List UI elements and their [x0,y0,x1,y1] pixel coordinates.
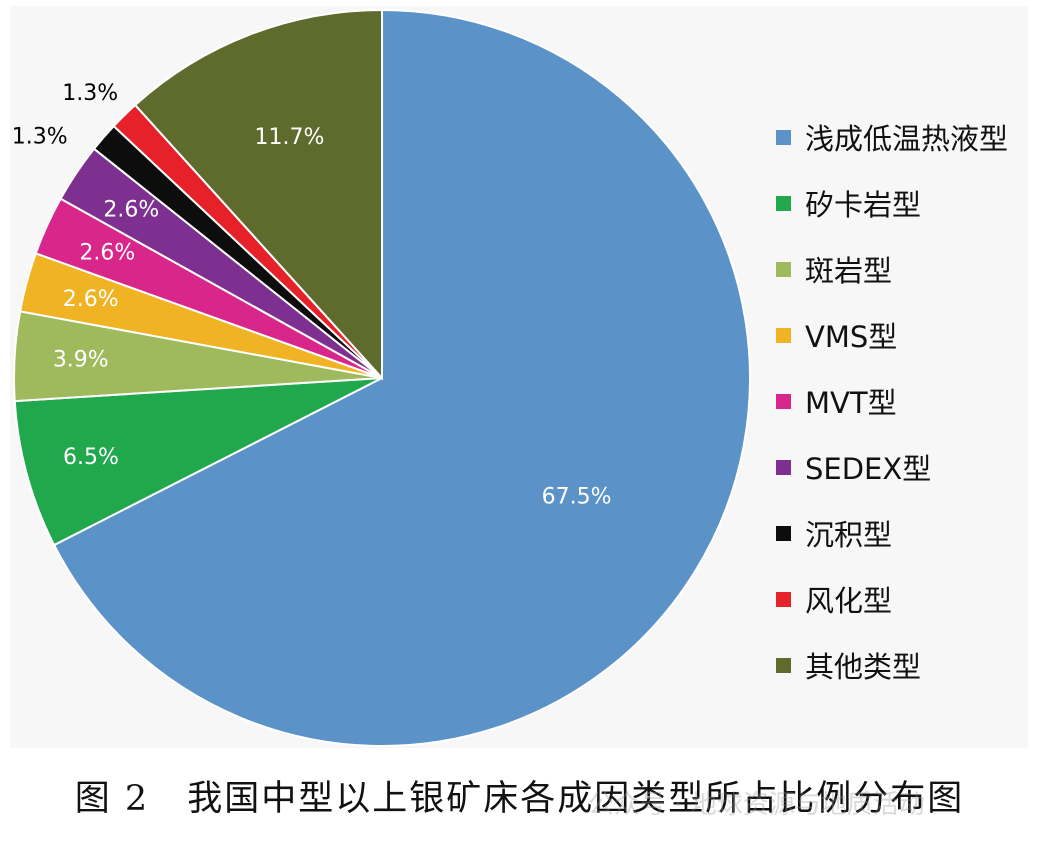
caption-text: 我国中型以上银矿床各成因类型所占比例分布图 [187,779,965,819]
watermark: 公众号 · 地球资源与地质活动 [588,790,925,820]
figure-caption: 图 2 我国中型以上银矿床各成因类型所占比例分布图 [0,770,1039,821]
legend-label: 风化型 [805,584,893,618]
legend-label: 浅成低温热液型 [805,122,1009,156]
slice-value-label: 1.3% [12,125,68,150]
slice-value-label: 1.3% [62,81,118,106]
legend-item: SEDEX型 [776,434,1036,500]
chart-panel: 67.5% 6.5% 3.9% 2.6% 2.6% 2.6% 1.3% 1.3% 11.7% 浅… [10,6,1028,748]
pie-chart: 67.5% 6.5% 3.9% 2.6% 2.6% 2.6% 1.3% 1.3% 11.7% [12,8,751,747]
slice-value-label: 2.6% [103,197,159,222]
legend-swatch [776,393,791,409]
legend-label: 其他类型 [805,650,922,684]
legend-item: 浅成低温热液型 [776,104,1036,170]
legend-item: 风化型 [776,566,1036,632]
legend-item: 沉积型 [776,500,1036,566]
slice-value-label: 2.6% [79,240,135,265]
legend-item: MVT型 [776,368,1036,434]
slice-value-label: 3.9% [53,347,109,372]
legend-swatch [776,525,791,541]
caption-number: 图 2 [74,779,150,819]
legend-item: VMS型 [776,302,1036,368]
slice-value-label: 2.6% [63,287,119,312]
legend-label: 矽卡岩型 [805,188,922,222]
legend-label: 斑岩型 [805,254,893,288]
legend-swatch [776,261,791,277]
legend-swatch [776,129,791,145]
legend-label: SEDEX型 [805,452,932,486]
legend-swatch [776,459,791,475]
pie-slice-labels: 67.5% 6.5% 3.9% 2.6% 2.6% 2.6% 1.3% 1.3% 11.7% [12,81,612,510]
slice-value-label: 6.5% [63,445,119,470]
legend-item: 其他类型 [776,632,1036,698]
legend-item: 矽卡岩型 [776,170,1036,236]
legend-swatch [776,195,791,211]
legend-label: VMS型 [805,320,898,354]
legend-item: 斑岩型 [776,236,1036,302]
legend-label: MVT型 [805,386,897,420]
legend-swatch [776,657,791,673]
pie-slice [13,377,383,547]
pie-slice [133,8,383,381]
legend-label: 沉积型 [805,518,893,552]
slice-value-label: 11.7% [254,125,324,150]
slice-value-label: 67.5% [542,485,612,510]
pie-slice [52,8,751,747]
legend-swatch [776,591,791,607]
legend: 浅成低温热液型 矽卡岩型斑岩型 VMS型 MVT型 SEDEX型 沉积型风化型其他类型 [776,104,1036,698]
legend-swatch [776,327,791,343]
pie-slices [13,8,751,747]
